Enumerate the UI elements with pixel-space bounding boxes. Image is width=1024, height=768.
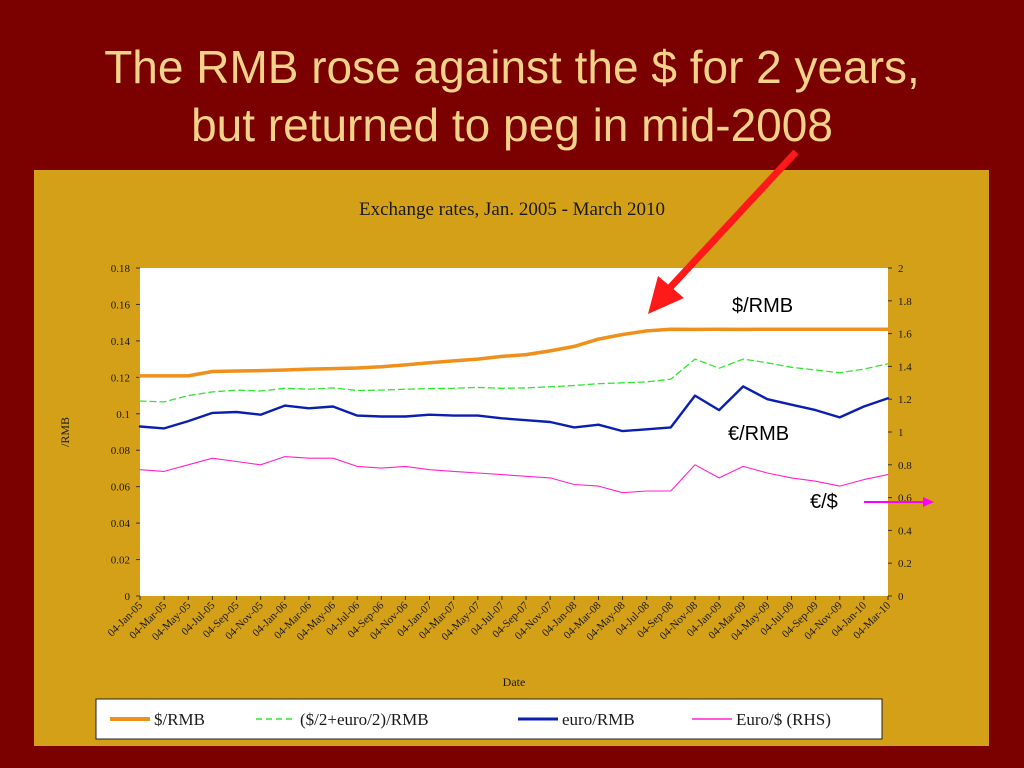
y2-tick-label: 0.4 — [898, 525, 912, 537]
y-tick-label: 0.02 — [111, 555, 130, 567]
y-tick-label: 0.18 — [111, 263, 131, 275]
slide-title-line2: but returned to peg in mid-2008 — [191, 99, 833, 151]
annotation-eur-usd: €/$ — [810, 491, 838, 513]
y2-tick-label: 0.8 — [898, 460, 912, 472]
y2-tick-label: 1.4 — [898, 361, 912, 373]
annotation-eur-rmb: €/RMB — [728, 423, 789, 445]
chart-panel: Exchange rates, Jan. 2005 - March 2010 0… — [34, 149, 989, 746]
legend-label-euro-rmb: euro/RMB — [562, 710, 635, 729]
y-tick-label: 0.04 — [111, 518, 131, 530]
slide-title: The RMB rose against the $ for 2 years, … — [0, 38, 1024, 154]
exchange-rate-chart: Exchange rates, Jan. 2005 - March 2010 0… — [58, 199, 934, 740]
x-axis-title: Date — [503, 675, 526, 689]
y2-tick-label: 2 — [898, 263, 904, 275]
y-tick-label: 0.06 — [111, 482, 131, 494]
left-axis-ticks: 0 0.02 0.04 0.06 0.08 0.1 0.12 0.14 0.16 0.18 — [111, 263, 140, 603]
y-tick-label: 0.16 — [111, 299, 131, 311]
series-line-1 — [139, 358, 889, 403]
red-arrow-shaft — [663, 149, 799, 295]
legend-label-usd-rmb: $/RMB — [154, 710, 205, 729]
y-tick-label: 0.08 — [111, 445, 131, 457]
y-tick-label: 0.1 — [116, 409, 130, 421]
y2-tick-label: 1 — [898, 427, 904, 439]
y2-tick-label: 0 — [898, 591, 904, 603]
y2-tick-label: 1.2 — [898, 394, 912, 406]
slide-title-line1: The RMB rose against the $ for 2 years, — [104, 41, 920, 93]
series-lines — [138, 327, 890, 494]
chart-title: Exchange rates, Jan. 2005 - March 2010 — [359, 199, 665, 220]
y-tick-label: 0.12 — [111, 372, 130, 384]
y-tick-label: 0 — [125, 591, 131, 603]
magenta-arrow-head — [923, 497, 934, 507]
series-line-0 — [138, 327, 890, 378]
series-line-3 — [139, 456, 889, 494]
legend-label-average-rmb: ($/2+euro/2)/RMB — [300, 710, 429, 729]
red-arrow — [648, 149, 799, 314]
legend: $/RMB ($/2+euro/2)/RMB euro/RMB Euro/$ (… — [95, 698, 883, 740]
y2-tick-label: 1.8 — [898, 296, 912, 308]
legend-label-euro-usd: Euro/$ (RHS) — [736, 710, 831, 729]
plot-area — [140, 268, 888, 596]
series-line-2 — [138, 385, 890, 433]
right-axis-ticks: 00.20.40.60.811.21.41.61.82 — [888, 263, 912, 603]
x-axis-ticks: 04-Jan-0504-Mar-0504-May-0504-Jul-0504-S… — [106, 596, 893, 643]
legend-box — [95, 698, 883, 740]
y-axis-title: /RMB — [58, 417, 72, 447]
red-arrow-head — [648, 276, 684, 314]
y2-tick-label: 1.6 — [898, 329, 912, 341]
annotation-usd-rmb: $/RMB — [732, 295, 793, 317]
y2-tick-label: 0.2 — [898, 558, 912, 570]
y-tick-label: 0.14 — [111, 336, 131, 348]
